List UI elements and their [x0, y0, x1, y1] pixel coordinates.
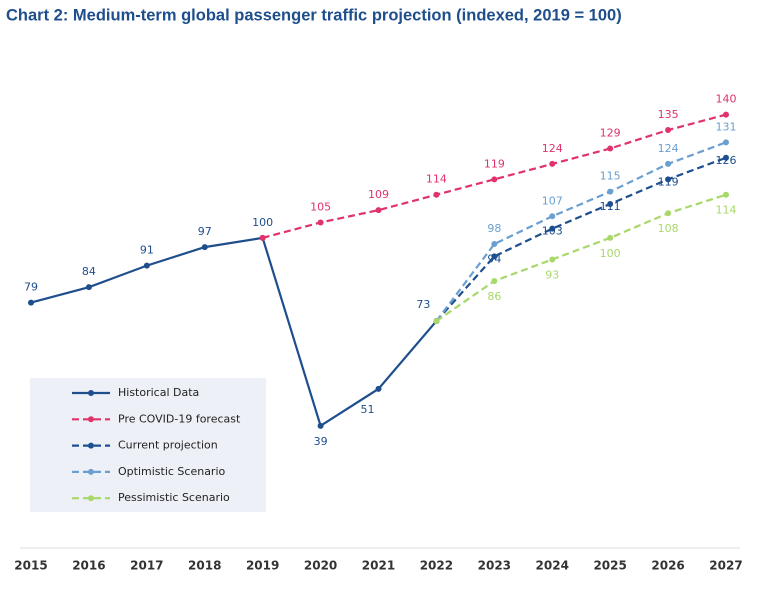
series-line — [435, 156, 727, 322]
data-point — [317, 219, 324, 226]
data-point — [317, 422, 324, 429]
legend-marker — [88, 390, 94, 396]
data-point — [201, 244, 208, 251]
data-point — [607, 145, 614, 152]
data-point — [491, 176, 498, 183]
x-tick-label: 2017 — [130, 559, 163, 573]
data-label: 84 — [82, 265, 96, 278]
x-tick-label: 2015 — [14, 559, 47, 573]
data-point — [375, 207, 382, 214]
data-point — [665, 176, 672, 183]
chart-title: Chart 2: Medium-term global passenger tr… — [6, 6, 622, 24]
data-label: 114 — [716, 204, 737, 217]
data-point — [723, 191, 729, 198]
data-label: 97 — [198, 225, 212, 238]
data-label: 135 — [658, 108, 679, 121]
legend-marker — [88, 468, 94, 475]
data-label: 124 — [542, 142, 563, 155]
data-label: 114 — [426, 173, 447, 186]
x-tick-label: 2019 — [246, 559, 279, 573]
legend-marker — [88, 495, 94, 502]
data-label: 131 — [716, 120, 737, 133]
legend-label: Pre COVID-19 forecast — [118, 412, 241, 425]
data-point — [433, 318, 440, 325]
data-point — [607, 200, 614, 207]
data-point — [259, 234, 266, 241]
data-point — [723, 111, 729, 118]
x-tick-label: 2020 — [304, 559, 337, 573]
data-label: 94 — [487, 252, 501, 265]
x-tick-label: 2027 — [709, 559, 742, 573]
x-tick-label: 2018 — [188, 559, 221, 573]
x-tick-label: 2026 — [651, 559, 684, 573]
data-point — [665, 160, 672, 167]
data-point — [491, 253, 498, 260]
legend-label: Pessimistic Scenario — [118, 491, 230, 504]
series-line — [435, 193, 727, 322]
x-tick-label: 2024 — [536, 559, 569, 573]
data-label: 103 — [542, 225, 563, 238]
data-point — [491, 278, 498, 285]
data-label: 98 — [487, 222, 501, 235]
x-tick-label: 2025 — [593, 559, 626, 573]
legend-label: Current projection — [118, 439, 218, 452]
data-label: 100 — [600, 247, 621, 260]
legend-label: Optimistic Scenario — [118, 465, 226, 478]
data-label: 115 — [600, 170, 621, 183]
data-point — [549, 256, 556, 263]
legend-label: Historical Data — [118, 386, 199, 399]
legend-marker — [88, 442, 94, 449]
data-label: 51 — [361, 403, 375, 416]
legend-marker — [88, 416, 94, 423]
data-label: 126 — [716, 154, 737, 167]
series-line — [30, 236, 438, 428]
data-point — [143, 262, 150, 269]
data-label: 124 — [658, 142, 679, 155]
data-label: 105 — [310, 200, 331, 213]
data-label: 107 — [542, 194, 563, 207]
data-point — [28, 299, 34, 306]
data-label: 119 — [658, 175, 679, 188]
x-tick-label: 2016 — [72, 559, 105, 573]
data-label: 129 — [600, 127, 621, 140]
data-label: 91 — [140, 244, 154, 257]
data-point — [491, 241, 498, 248]
data-label: 111 — [600, 200, 621, 213]
data-label: 86 — [487, 290, 501, 303]
x-tick-label: 2022 — [420, 559, 453, 573]
data-point — [607, 188, 614, 195]
data-label: 39 — [314, 435, 328, 448]
data-point — [723, 154, 729, 161]
data-point — [607, 234, 614, 241]
data-point — [433, 191, 440, 198]
data-label: 109 — [368, 188, 389, 201]
data-point — [375, 385, 382, 392]
data-label: 140 — [716, 93, 737, 106]
x-tick-label: 2021 — [362, 559, 395, 573]
data-point — [85, 284, 92, 291]
data-point — [549, 213, 556, 220]
x-tick-label: 2023 — [478, 559, 511, 573]
legend-box — [30, 378, 266, 512]
series-line — [262, 113, 727, 239]
data-point — [549, 160, 556, 167]
series-line — [435, 141, 727, 322]
data-label: 93 — [545, 268, 559, 281]
data-label: 100 — [252, 216, 273, 229]
data-label: 79 — [24, 281, 38, 294]
data-label: 73 — [416, 298, 430, 311]
data-point — [665, 210, 672, 217]
data-point — [549, 225, 556, 232]
data-point — [665, 127, 672, 134]
data-label: 119 — [484, 157, 505, 170]
data-point — [723, 139, 729, 146]
data-label: 108 — [658, 222, 679, 235]
